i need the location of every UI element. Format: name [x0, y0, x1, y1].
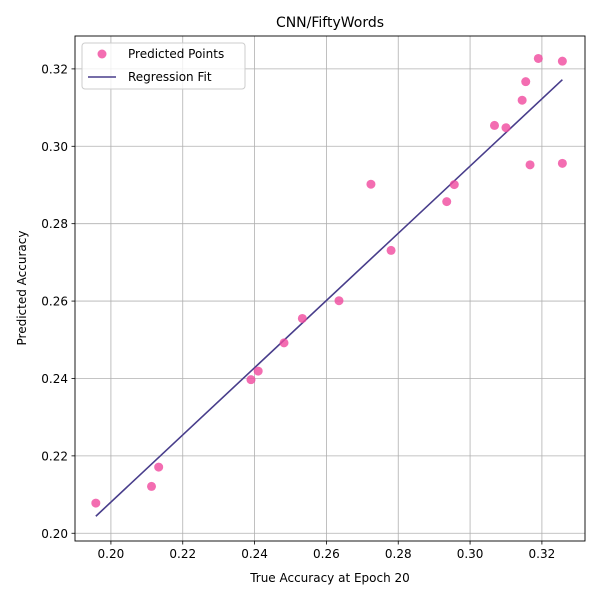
data-point [442, 197, 452, 207]
y-tick-label: 0.24 [41, 372, 68, 386]
chart-title: CNN/FiftyWords [276, 15, 384, 31]
grid [75, 36, 585, 541]
data-point [517, 95, 527, 105]
x-tick-label: 0.26 [313, 547, 340, 561]
data-point [334, 296, 344, 306]
data-point [91, 498, 101, 508]
legend-marker-predicted-points [97, 49, 107, 59]
data-point [525, 160, 535, 170]
legend-label-regression-fit: Regression Fit [128, 70, 212, 84]
data-point [246, 375, 256, 385]
data-point [557, 158, 567, 168]
data-point [253, 366, 263, 376]
data-point [501, 123, 511, 133]
x-tick-label: 0.22 [169, 547, 196, 561]
data-point [147, 481, 156, 491]
points-layer [91, 53, 567, 508]
y-tick-label: 0.26 [41, 295, 68, 309]
x-axis-label: True Accuracy at Epoch 20 [249, 571, 410, 585]
x-tick-label: 0.20 [98, 547, 125, 561]
regression-fit-line [95, 79, 563, 517]
legend-label-predicted-points: Predicted Points [128, 47, 224, 61]
y-tick-label: 0.32 [41, 62, 68, 76]
y-tick-label: 0.20 [41, 527, 68, 541]
y-tick-label: 0.22 [41, 449, 68, 463]
x-tick-label: 0.28 [385, 547, 412, 561]
data-point [521, 77, 531, 87]
x-tick-label: 0.30 [457, 547, 484, 561]
x-tick-label: 0.24 [241, 547, 268, 561]
data-point [449, 180, 459, 190]
data-point [366, 179, 376, 189]
data-point [154, 462, 164, 472]
y-axis-ticks: 0.20 0.22 0.24 0.26 0.28 0.30 0.32 [41, 62, 75, 541]
y-axis-label: Predicted Accuracy [15, 231, 29, 346]
x-tick-label: 0.32 [529, 547, 556, 561]
data-point [533, 53, 543, 63]
data-point [279, 338, 289, 348]
data-point [297, 313, 307, 323]
x-axis-ticks: 0.20 0.22 0.24 0.26 0.28 0.30 0.32 [98, 541, 556, 561]
data-point [489, 120, 499, 130]
y-tick-label: 0.30 [41, 140, 68, 154]
legend-box [81, 42, 246, 90]
data-point [557, 56, 567, 66]
data-point [386, 245, 396, 255]
plot-frame [74, 35, 586, 542]
legend: Predicted Points Regression Fit [81, 42, 246, 90]
y-tick-label: 0.28 [41, 217, 68, 231]
regression-line-layer [95, 79, 563, 517]
